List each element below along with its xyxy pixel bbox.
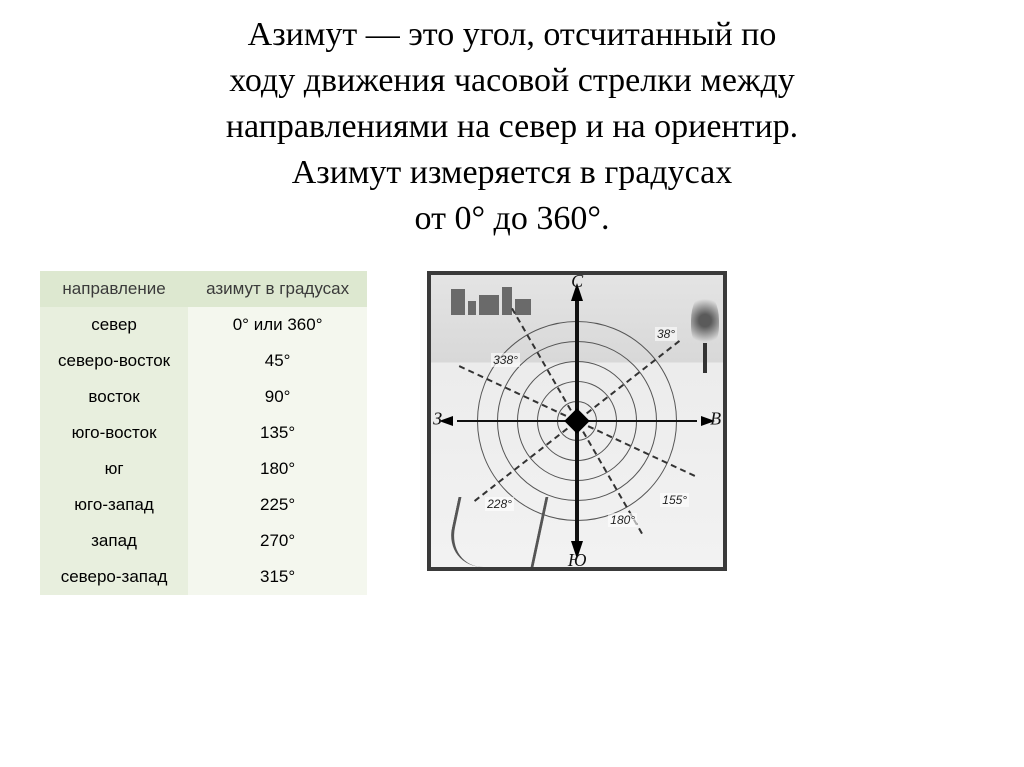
content-row: направление азимут в градусах север0° ил…: [0, 271, 1024, 595]
cardinal-north: С: [571, 271, 583, 292]
cardinal-south: Ю: [568, 550, 587, 571]
title-line-4: Азимут измеряется в градусах: [40, 150, 984, 196]
table-header-value: азимут в градусах: [188, 271, 367, 307]
direction-cell: восток: [40, 379, 188, 415]
title-line-3: направлениями на север и на ориентир.: [40, 104, 984, 150]
value-cell: 0° или 360°: [188, 307, 367, 343]
direction-cell: юго-восток: [40, 415, 188, 451]
value-cell: 45°: [188, 343, 367, 379]
value-cell: 270°: [188, 523, 367, 559]
cardinal-east: В: [710, 409, 721, 430]
azimuth-table: направление азимут в градусах север0° ил…: [40, 271, 367, 595]
degree-label-180: 180°: [608, 513, 637, 527]
table-row: юго-восток135°: [40, 415, 367, 451]
table-row: северо-запад315°: [40, 559, 367, 595]
value-cell: 315°: [188, 559, 367, 595]
direction-cell: север: [40, 307, 188, 343]
definition-heading: Азимут — это угол, отсчитанный по ходу д…: [0, 0, 1024, 271]
table-row: юго-запад225°: [40, 487, 367, 523]
table-row: юг180°: [40, 451, 367, 487]
direction-cell: запад: [40, 523, 188, 559]
value-cell: 90°: [188, 379, 367, 415]
title-line-5: от 0° до 360°.: [40, 196, 984, 242]
table-header-direction: направление: [40, 271, 188, 307]
tree-icon: [691, 293, 719, 373]
direction-cell: северо-запад: [40, 559, 188, 595]
table-row: север0° или 360°: [40, 307, 367, 343]
buildings-silhouette: [451, 287, 561, 317]
cardinal-west: З: [433, 409, 442, 430]
value-cell: 135°: [188, 415, 367, 451]
value-cell: 225°: [188, 487, 367, 523]
table-row: запад270°: [40, 523, 367, 559]
title-line-2: ходу движения часовой стрелки между: [40, 58, 984, 104]
degree-label-155: 155°: [660, 493, 689, 507]
table-row: северо-восток45°: [40, 343, 367, 379]
degree-label-338: 338°: [491, 353, 520, 367]
degree-label-228: 228°: [485, 497, 514, 511]
direction-cell: юг: [40, 451, 188, 487]
table-row: восток90°: [40, 379, 367, 415]
title-line-1: Азимут — это угол, отсчитанный по: [40, 12, 984, 58]
compass-illustration: С Ю В З 38° 155° 180° 228° 338°: [427, 271, 727, 571]
direction-cell: юго-запад: [40, 487, 188, 523]
degree-label-38: 38°: [655, 327, 677, 341]
value-cell: 180°: [188, 451, 367, 487]
direction-cell: северо-восток: [40, 343, 188, 379]
